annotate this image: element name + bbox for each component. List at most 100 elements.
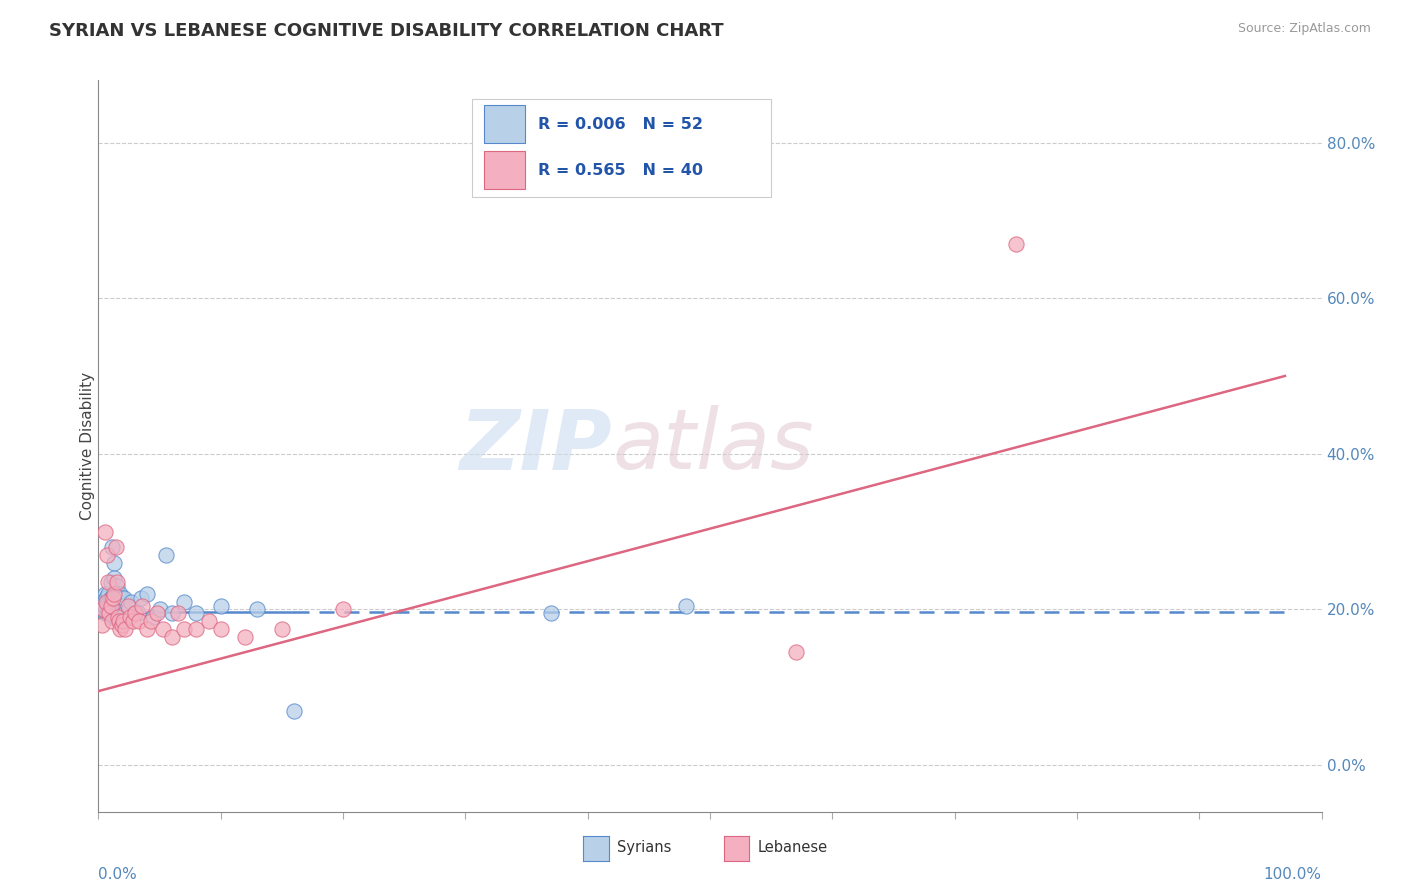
Point <box>111 614 134 628</box>
Point <box>101 614 124 628</box>
Point <box>96 548 118 562</box>
Point <box>136 587 159 601</box>
Point <box>93 607 115 621</box>
Point <box>186 607 208 621</box>
Point <box>246 602 269 616</box>
Point <box>108 614 131 628</box>
Point <box>96 607 118 621</box>
Text: Lebanese: Lebanese <box>758 840 828 855</box>
Point <box>104 591 127 605</box>
Point <box>155 548 177 562</box>
Point <box>167 607 190 621</box>
Point <box>233 630 256 644</box>
Text: R = 0.006   N = 52: R = 0.006 N = 52 <box>537 117 703 132</box>
Point <box>1004 236 1026 251</box>
Point <box>98 602 121 616</box>
Point <box>785 645 807 659</box>
FancyBboxPatch shape <box>471 99 772 197</box>
FancyBboxPatch shape <box>484 105 526 144</box>
Point <box>136 622 159 636</box>
Point <box>97 587 120 601</box>
Text: SYRIAN VS LEBANESE COGNITIVE DISABILITY CORRELATION CHART: SYRIAN VS LEBANESE COGNITIVE DISABILITY … <box>49 22 724 40</box>
Point <box>283 704 305 718</box>
Point <box>146 607 169 621</box>
Text: Syrians: Syrians <box>617 840 672 855</box>
Text: ZIP: ZIP <box>460 406 612 486</box>
Point <box>110 622 132 636</box>
Point <box>107 587 129 601</box>
Point <box>152 622 174 636</box>
Point <box>103 556 125 570</box>
Text: R = 0.565   N = 40: R = 0.565 N = 40 <box>537 162 703 178</box>
Point <box>107 591 129 605</box>
Point <box>120 594 142 608</box>
Point <box>111 618 134 632</box>
Point <box>270 622 294 636</box>
Text: 0.0%: 0.0% <box>98 867 138 881</box>
Point <box>105 607 128 621</box>
Point <box>94 594 117 608</box>
Point <box>197 614 219 628</box>
Point <box>93 587 115 601</box>
Point <box>160 607 183 621</box>
Point <box>110 607 132 621</box>
Point <box>101 591 124 605</box>
Point <box>110 587 132 601</box>
Point <box>120 610 142 624</box>
Point <box>101 591 124 605</box>
Point <box>114 607 136 621</box>
Point <box>91 594 114 608</box>
Point <box>98 607 121 621</box>
Point <box>105 575 128 590</box>
Point <box>96 594 118 608</box>
Point <box>108 599 131 613</box>
Point <box>101 607 124 621</box>
Point <box>124 607 146 621</box>
Point <box>91 602 114 616</box>
Point <box>127 607 149 621</box>
Point <box>124 607 146 621</box>
Point <box>101 599 124 613</box>
Point <box>100 610 122 624</box>
FancyBboxPatch shape <box>484 152 526 189</box>
Point <box>104 540 127 554</box>
Point <box>94 602 117 616</box>
Point <box>97 575 120 590</box>
Point <box>117 599 139 613</box>
Y-axis label: Cognitive Disability: Cognitive Disability <box>80 372 94 520</box>
Point <box>173 594 195 608</box>
Point <box>332 602 354 616</box>
Point <box>91 602 114 616</box>
Point <box>98 607 121 621</box>
Point <box>91 618 114 632</box>
Point <box>128 614 150 628</box>
Point <box>107 610 129 624</box>
Point <box>160 630 183 644</box>
Text: Source: ZipAtlas.com: Source: ZipAtlas.com <box>1237 22 1371 36</box>
Point <box>103 587 125 601</box>
Point <box>94 591 117 605</box>
Point <box>173 622 195 636</box>
Point <box>131 599 153 613</box>
Text: atlas: atlas <box>612 406 814 486</box>
Point <box>93 524 115 539</box>
Point <box>209 622 232 636</box>
Point <box>186 622 208 636</box>
Point <box>103 571 125 585</box>
Point <box>105 579 128 593</box>
Point <box>104 610 127 624</box>
Point <box>90 602 112 616</box>
Point <box>111 591 134 605</box>
Point <box>129 591 152 605</box>
Point <box>149 602 172 616</box>
Point <box>114 622 136 636</box>
Point <box>101 540 124 554</box>
Point <box>111 599 134 613</box>
Text: 100.0%: 100.0% <box>1264 867 1322 881</box>
Point <box>100 575 122 590</box>
Point <box>121 614 143 628</box>
Point <box>97 594 120 608</box>
Point <box>112 591 135 605</box>
Point <box>209 599 232 613</box>
Point <box>139 614 162 628</box>
